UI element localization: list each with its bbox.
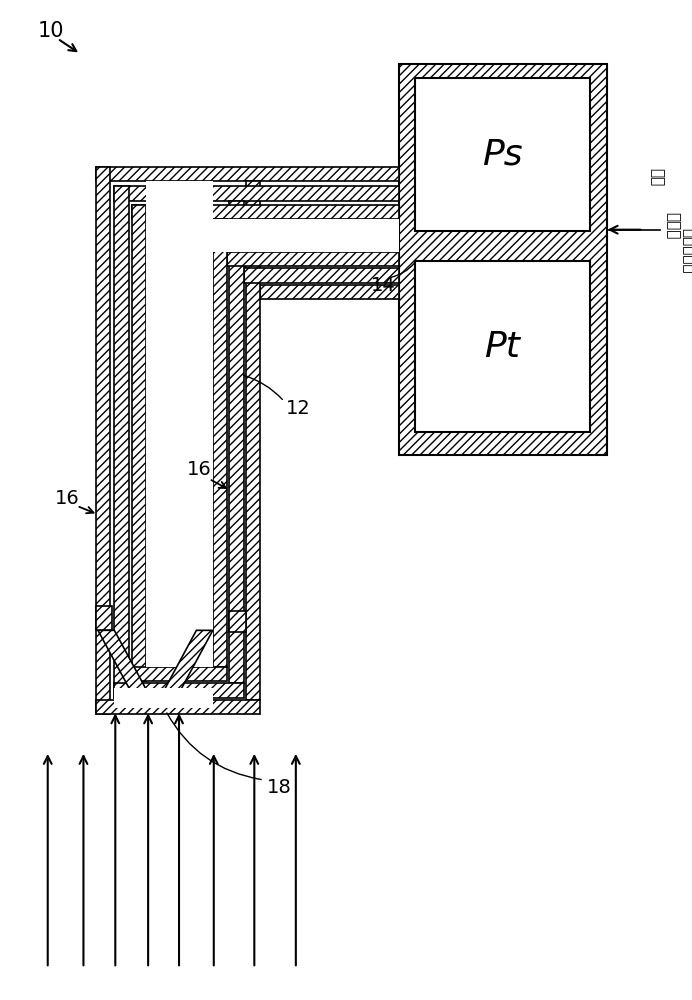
Bar	[114, 186, 399, 201]
Bar	[146, 181, 213, 667]
Bar	[260, 285, 399, 299]
Bar	[246, 181, 260, 700]
Text: 18: 18	[267, 778, 291, 797]
Text: 16: 16	[55, 489, 80, 508]
Polygon shape	[163, 630, 213, 693]
Text: Ps: Ps	[482, 137, 522, 171]
Bar	[96, 700, 260, 714]
Bar	[213, 219, 227, 667]
Bar	[244, 268, 399, 283]
Bar	[146, 219, 399, 252]
Bar	[415, 78, 590, 231]
Text: 14: 14	[371, 276, 396, 295]
Bar	[114, 683, 244, 698]
Bar	[114, 688, 213, 708]
Text: 总压力: 总压力	[665, 212, 680, 239]
Bar	[114, 186, 129, 698]
Text: 10: 10	[38, 21, 64, 41]
Bar	[96, 167, 399, 181]
Bar	[415, 261, 590, 432]
Bar	[227, 252, 399, 266]
Polygon shape	[98, 630, 148, 693]
Text: Pt: Pt	[484, 330, 520, 364]
Bar	[399, 64, 607, 455]
Bar	[229, 611, 246, 632]
Bar	[131, 667, 227, 681]
Bar	[96, 167, 111, 714]
Bar	[131, 205, 146, 681]
Bar	[96, 606, 112, 630]
Bar	[131, 205, 399, 219]
Text: 16: 16	[187, 460, 212, 479]
Text: 压力传感器: 压力传感器	[681, 228, 692, 273]
Bar	[229, 201, 244, 683]
Text: 12: 12	[286, 399, 311, 418]
Text: 静压: 静压	[649, 168, 664, 186]
